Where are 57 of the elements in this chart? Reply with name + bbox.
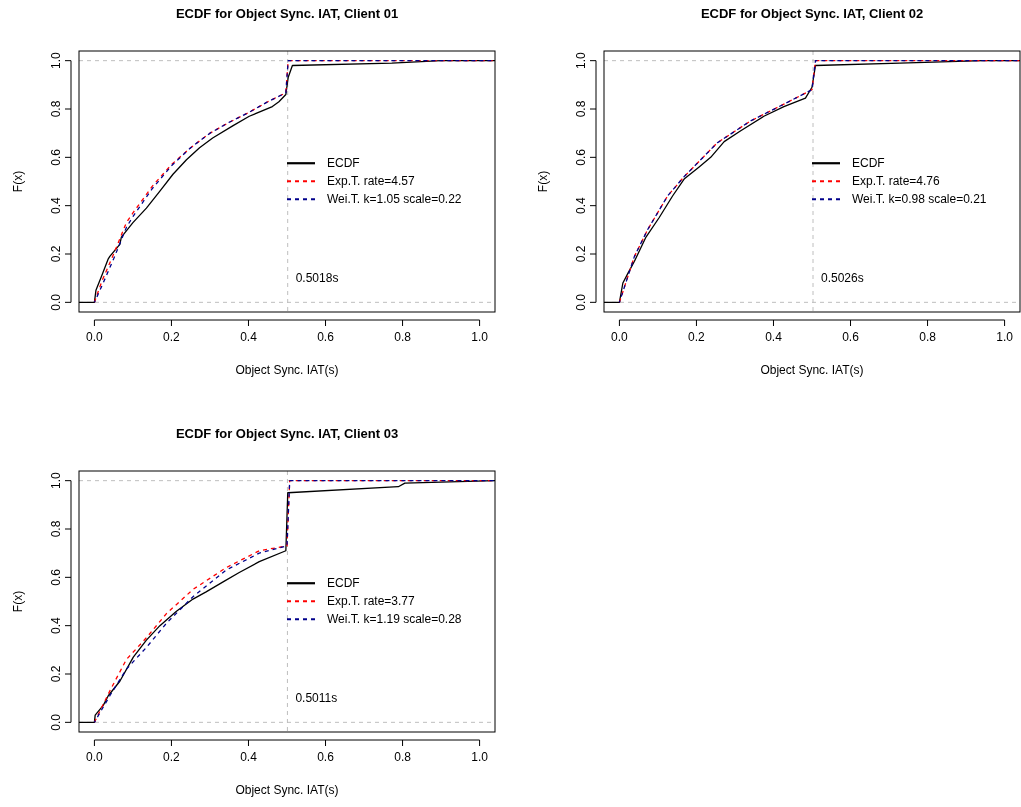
x-axis-title: Object Sync. IAT(s) (760, 363, 864, 377)
legend-label: ECDF (852, 156, 885, 171)
x-tick-label: 0.2 (163, 330, 181, 344)
y-tick-label: 0.0 (49, 293, 63, 311)
x-tick-label: 0.0 (611, 330, 629, 344)
y-tick-label: 0.4 (574, 197, 588, 215)
x-tick-label: 1.0 (471, 750, 489, 764)
y-tick-label: 0.8 (574, 100, 588, 118)
y-tick-label: 0.6 (49, 148, 63, 166)
y-tick-label: 0.2 (49, 665, 63, 683)
x-tick-label: 0.8 (919, 330, 937, 344)
x-axis-title: Object Sync. IAT(s) (235, 363, 339, 377)
x-tick-label: 0.8 (394, 750, 412, 764)
x-tick-label: 0.0 (86, 330, 104, 344)
legend-label: Exp.T. rate=3.77 (327, 594, 416, 609)
y-tick-label: 0.8 (49, 100, 63, 118)
legend-label: Exp.T. rate=4.76 (852, 174, 941, 189)
x-tick-label: 0.4 (240, 330, 258, 344)
x-tick-label: 0.2 (688, 330, 706, 344)
ref-line-label: 0.5018s (295, 271, 339, 285)
y-tick-label: 0.0 (574, 293, 588, 311)
x-tick-label: 1.0 (471, 330, 489, 344)
x-axis-title: Object Sync. IAT(s) (235, 783, 339, 797)
y-axis-title: F(x) (11, 590, 25, 613)
x-tick-label: 0.4 (240, 750, 258, 764)
y-tick-label: 0.6 (49, 568, 63, 586)
legend-label: Wei.T. k=0.98 scale=0.21 (852, 192, 987, 207)
legend-label: ECDF (327, 156, 360, 171)
legend-label: Wei.T. k=1.05 scale=0.22 (327, 192, 462, 207)
ref-line-label: 0.5026s (821, 271, 864, 285)
y-axis-title: F(x) (11, 170, 25, 193)
legend-label: Exp.T. rate=4.57 (327, 174, 416, 189)
legend-label: ECDF (327, 576, 360, 591)
x-tick-label: 0.2 (163, 750, 181, 764)
y-tick-label: 0.2 (49, 245, 63, 263)
y-tick-label: 0.2 (574, 245, 588, 263)
x-tick-label: 0.8 (394, 330, 412, 344)
y-tick-label: 1.0 (49, 472, 63, 490)
y-tick-label: 1.0 (49, 52, 63, 70)
chart-title: ECDF for Object Sync. IAT, Client 01 (175, 6, 399, 21)
chart-title: ECDF for Object Sync. IAT, Client 03 (175, 426, 399, 441)
x-tick-label: 0.6 (317, 750, 335, 764)
x-tick-label: 0.0 (86, 750, 104, 764)
y-tick-label: 0.8 (49, 520, 63, 538)
x-tick-label: 0.6 (317, 330, 335, 344)
y-tick-label: 0.4 (49, 197, 63, 215)
x-tick-label: 0.4 (765, 330, 783, 344)
x-tick-label: 0.6 (842, 330, 860, 344)
ref-line-label: 0.5011s (295, 691, 338, 705)
y-tick-label: 0.0 (49, 713, 63, 731)
y-tick-label: 0.4 (49, 617, 63, 635)
legend-label: Wei.T. k=1.19 scale=0.28 (327, 612, 462, 627)
y-axis-title: F(x) (536, 170, 550, 193)
x-tick-label: 1.0 (996, 330, 1014, 344)
chart-title: ECDF for Object Sync. IAT, Client 02 (700, 6, 924, 21)
y-tick-label: 1.0 (574, 52, 588, 70)
y-tick-label: 0.6 (574, 148, 588, 166)
